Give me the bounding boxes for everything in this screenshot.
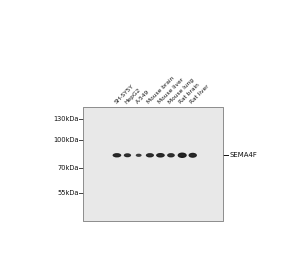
Text: SEMA4F: SEMA4F	[229, 152, 257, 158]
Text: Rat brain: Rat brain	[179, 82, 201, 105]
Text: 70kDa: 70kDa	[57, 165, 79, 171]
Text: 100kDa: 100kDa	[53, 137, 79, 143]
Ellipse shape	[156, 153, 165, 158]
Ellipse shape	[190, 154, 196, 156]
Ellipse shape	[136, 155, 141, 156]
Ellipse shape	[178, 153, 187, 158]
Ellipse shape	[157, 154, 164, 156]
Text: SH-SY5Y: SH-SY5Y	[113, 84, 134, 105]
Ellipse shape	[113, 153, 121, 157]
Text: 55kDa: 55kDa	[57, 190, 79, 196]
Text: Mouse liver: Mouse liver	[157, 77, 185, 105]
Ellipse shape	[147, 154, 153, 156]
Bar	[83, 107, 223, 221]
Text: 130kDa: 130kDa	[53, 116, 79, 122]
Bar	[83, 107, 223, 221]
Text: Rat liver: Rat liver	[189, 84, 210, 105]
Ellipse shape	[146, 153, 154, 157]
Text: A-549: A-549	[135, 89, 151, 105]
Text: Mouse lung: Mouse lung	[168, 77, 195, 105]
Ellipse shape	[188, 153, 197, 158]
Ellipse shape	[114, 154, 120, 156]
Ellipse shape	[168, 154, 174, 156]
Ellipse shape	[179, 154, 186, 156]
Ellipse shape	[125, 155, 130, 156]
Text: HepG2: HepG2	[124, 87, 142, 105]
Text: Mouse brain: Mouse brain	[146, 76, 175, 105]
Ellipse shape	[167, 153, 175, 157]
Ellipse shape	[124, 153, 131, 157]
Ellipse shape	[136, 154, 142, 157]
